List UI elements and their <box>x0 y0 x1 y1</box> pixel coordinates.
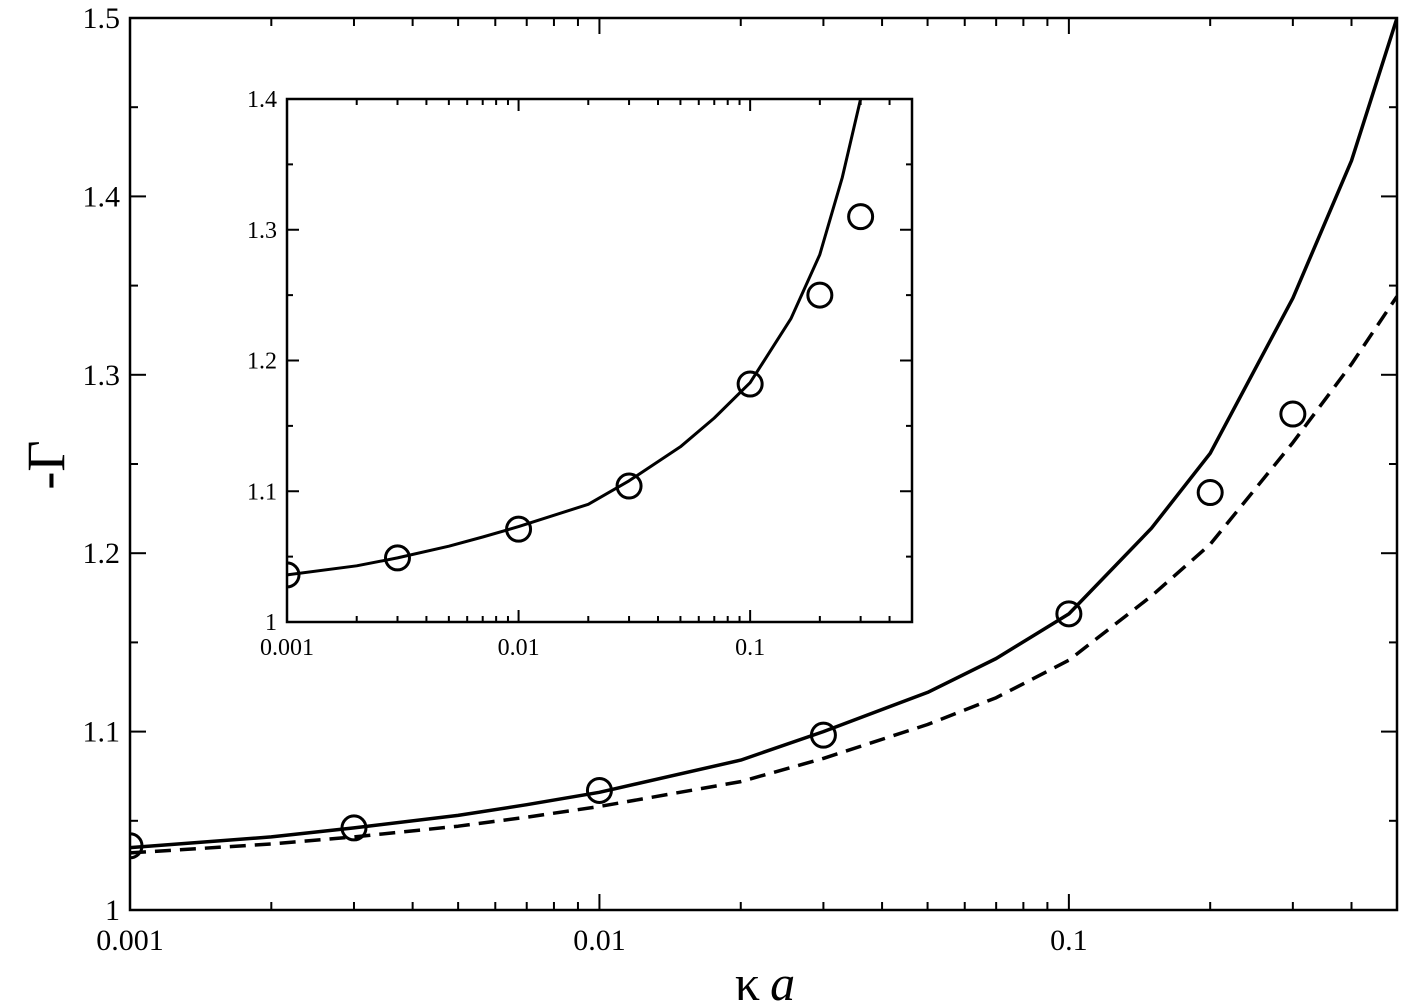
y-axis-label: -Γ <box>16 440 76 489</box>
main-x-tick-label: 0.1 <box>1050 924 1088 957</box>
main-data-point <box>1055 600 1083 628</box>
inset-solid-curve <box>287 99 863 577</box>
main-solid-curve <box>130 18 1397 850</box>
main-y-tick-label: 1.4 <box>83 180 121 213</box>
main-y-tick-label: 1.2 <box>83 537 121 570</box>
inset-data-point <box>505 515 533 543</box>
inset-x-tick-label: 0.001 <box>260 635 314 661</box>
inset-y-tick-label: 1 <box>265 610 277 636</box>
main-data-point <box>340 814 368 842</box>
main-y-tick-label: 1.3 <box>83 359 121 392</box>
inset-data-point <box>806 281 834 309</box>
inset-y-tick-label: 1.4 <box>247 87 277 113</box>
inset-data-point <box>847 203 875 231</box>
main-data-point <box>1196 479 1224 507</box>
inset-data-point <box>736 370 764 398</box>
main-data-point <box>130 832 144 860</box>
main-y-tick-label: 1.5 <box>83 2 121 35</box>
main-data-point <box>1279 400 1307 428</box>
main-y-tick-label: 1 <box>105 894 120 927</box>
inset-y-tick-label: 1.1 <box>247 479 277 505</box>
inset-series-group <box>287 99 875 589</box>
inset-y-tick-label: 1.2 <box>247 349 277 375</box>
main-data-point <box>585 776 613 804</box>
main-dashed-curve <box>130 295 1397 855</box>
inset-data-point <box>383 544 411 572</box>
main-data-point <box>809 721 837 749</box>
inset-plot-frame <box>285 97 914 624</box>
main-x-tick-label: 0.001 <box>96 924 164 957</box>
inset-data-point <box>287 561 301 589</box>
main-x-tick-label: 0.01 <box>573 924 626 957</box>
main-y-tick-label: 1.1 <box>83 716 121 749</box>
inset-x-tick-label: 0.1 <box>735 635 765 661</box>
x-axis-label-kappa: κ <box>735 955 760 1008</box>
inset-y-tick-label: 1.3 <box>247 218 277 244</box>
inset-plot-panel: 0.001 0.01 0.1 1 1.1 1.2 1.3 1.4 <box>247 87 914 661</box>
inset-x-tick-label: 0.01 <box>498 635 540 661</box>
inset-data-point <box>615 472 643 500</box>
main-series-group <box>130 18 1397 860</box>
x-axis-label-a: a <box>770 955 795 1008</box>
